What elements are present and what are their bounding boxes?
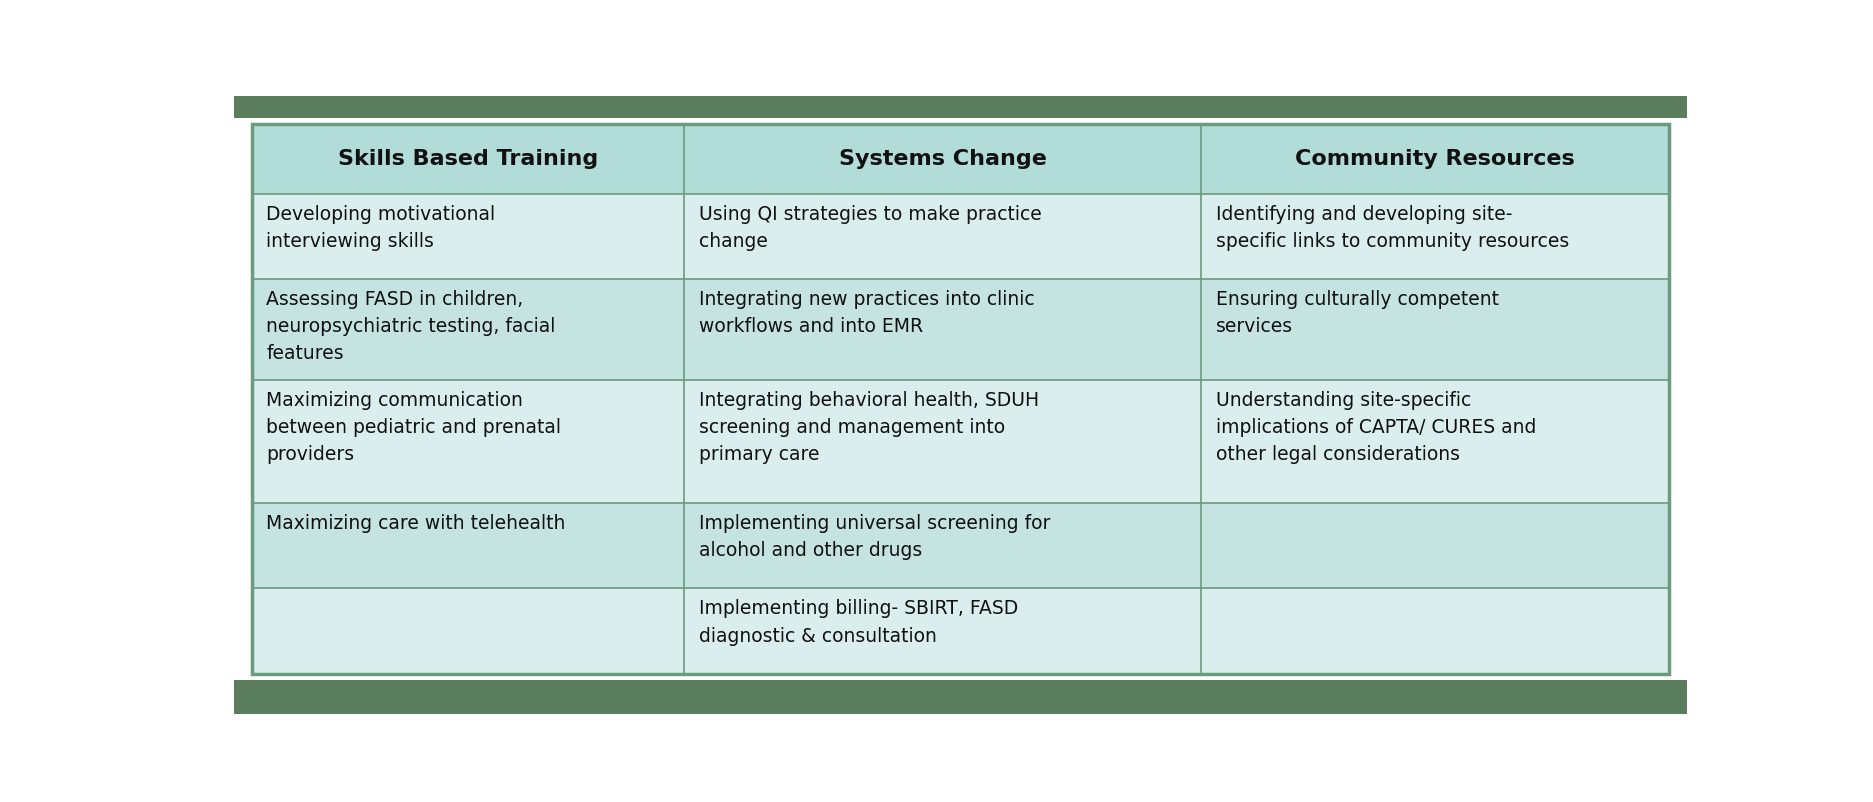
Bar xyxy=(684,589,1201,674)
Bar xyxy=(684,503,1201,589)
Bar xyxy=(1201,589,1669,674)
Bar xyxy=(251,380,684,503)
Bar xyxy=(251,193,684,279)
Text: Implementing billing- SBIRT, FASD
diagnostic & consultation: Implementing billing- SBIRT, FASD diagno… xyxy=(699,599,1017,646)
Bar xyxy=(684,124,1201,193)
Bar xyxy=(684,380,1201,503)
Bar xyxy=(234,96,1686,118)
Bar xyxy=(1201,380,1669,503)
Bar xyxy=(1201,124,1669,193)
Bar xyxy=(251,124,684,193)
Text: Maximizing communication
between pediatric and prenatal
providers: Maximizing communication between pediatr… xyxy=(266,391,560,464)
Bar xyxy=(251,503,684,589)
Text: Identifying and developing site-
specific links to community resources: Identifying and developing site- specifi… xyxy=(1216,205,1568,251)
Bar xyxy=(1201,193,1669,279)
Bar xyxy=(234,680,1686,714)
Text: Community Resources: Community Resources xyxy=(1294,149,1575,168)
Text: Integrating behavioral health, SDUH
screening and management into
primary care: Integrating behavioral health, SDUH scre… xyxy=(699,391,1038,464)
Text: Implementing universal screening for
alcohol and other drugs: Implementing universal screening for alc… xyxy=(699,514,1049,561)
Text: Using QI strategies to make practice
change: Using QI strategies to make practice cha… xyxy=(699,205,1041,251)
Bar xyxy=(684,279,1201,380)
Bar xyxy=(1201,279,1669,380)
Text: Developing motivational
interviewing skills: Developing motivational interviewing ski… xyxy=(266,205,494,251)
Text: Assessing FASD in children,
neuropsychiatric testing, facial
features: Assessing FASD in children, neuropsychia… xyxy=(266,290,554,363)
Text: Ensuring culturally competent
services: Ensuring culturally competent services xyxy=(1216,290,1498,336)
Bar xyxy=(251,124,1669,674)
Text: Integrating new practices into clinic
workflows and into EMR: Integrating new practices into clinic wo… xyxy=(699,290,1034,336)
Bar xyxy=(1201,503,1669,589)
Text: Understanding site-specific
implications of CAPTA/ CURES and
other legal conside: Understanding site-specific implications… xyxy=(1216,391,1536,464)
Text: Skills Based Training: Skills Based Training xyxy=(337,149,597,168)
Bar xyxy=(251,589,684,674)
Bar xyxy=(251,279,684,380)
Text: Maximizing care with telehealth: Maximizing care with telehealth xyxy=(266,514,566,533)
Text: Systems Change: Systems Change xyxy=(839,149,1047,168)
Bar xyxy=(684,193,1201,279)
